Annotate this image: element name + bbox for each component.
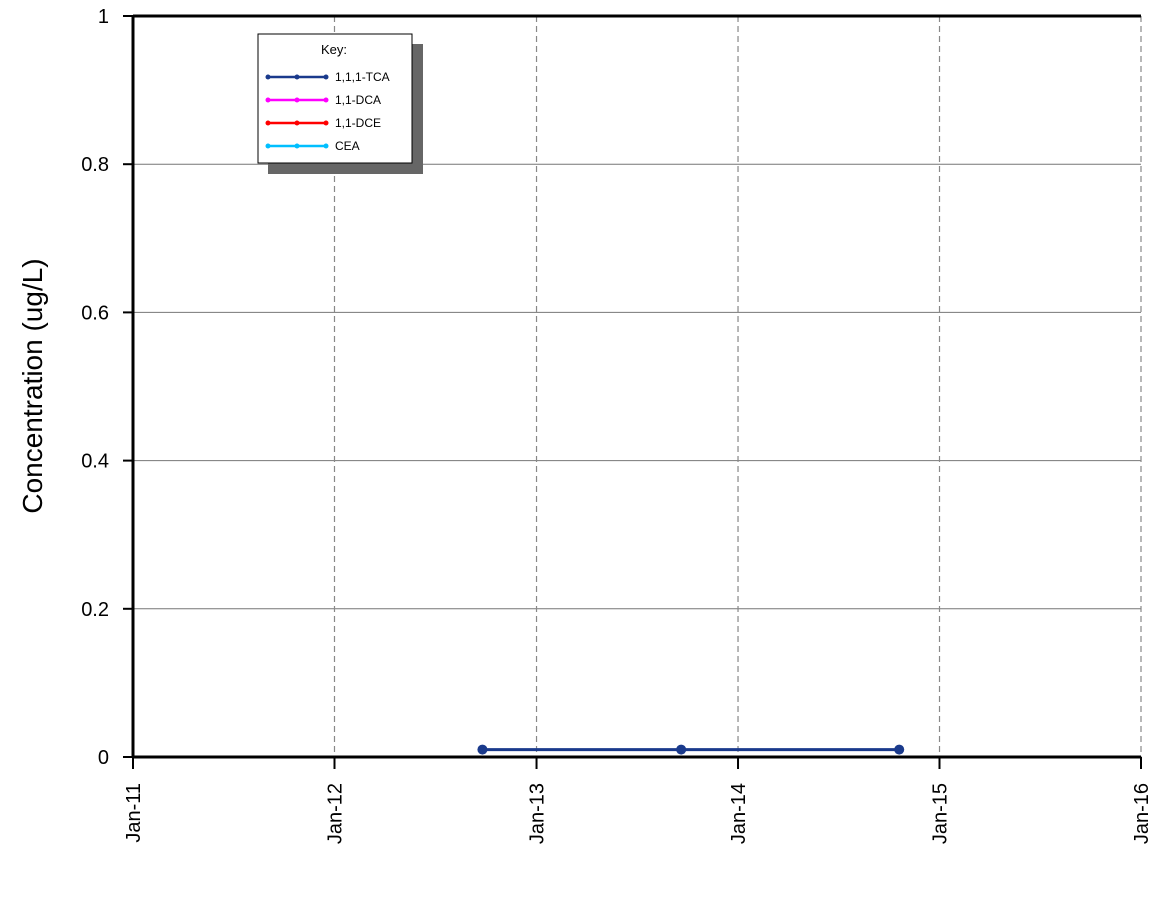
x-tick-label: Jan-11 [123,783,145,843]
legend-box [257,33,413,164]
x-tick-label: Jan-15 [930,783,952,844]
data-point [894,744,905,755]
legend: Key: 1,1,1-TCA 1,1-DCA 1,1-DCE CEA [257,33,423,174]
legend-swatch-marker [294,97,300,103]
y-axis-title: Concentration (ug/L) [17,258,48,513]
y-tick-label: 0.2 [81,599,109,621]
legend-swatch-marker [294,120,300,126]
legend-entry-label: 1,1-DCE [335,116,381,130]
legend-swatch-marker [323,120,329,126]
legend-swatch-marker [323,143,329,149]
legend-title: Key: [321,42,347,57]
x-tick-label: Jan-13 [527,783,549,844]
x-tick-label: Jan-16 [1131,783,1153,844]
legend-swatch-marker [265,74,271,80]
tick-labels: 0 0.2 0.4 0.6 0.8 1 Jan-11 Jan-12 Jan-13 Jan-14 Ja… [81,6,1153,844]
legend-swatch-marker [265,97,271,103]
series-group [477,744,905,755]
y-tick-label: 0.8 [81,154,109,176]
legend-swatch-marker [294,143,300,149]
axes [123,14,1142,769]
legend-entry-label: CEA [335,139,360,153]
legend-entry-label: 1,1-DCA [335,93,381,107]
data-point [477,744,488,755]
legend-swatch-marker [323,74,329,80]
legend-swatch-marker [294,74,300,80]
legend-entry-label: 1,1,1-TCA [335,70,390,84]
legend-swatch-marker [323,97,329,103]
legend-swatch-marker [265,143,271,149]
legend-items: 1,1,1-TCA 1,1-DCA 1,1-DCE CEA [265,70,390,153]
y-tick-label: 1 [98,6,109,28]
y-tick-label: 0.4 [81,451,109,473]
y-tick-label: 0 [98,747,109,769]
x-tick-label: Jan-14 [728,783,750,844]
data-point [676,744,687,755]
legend-swatch-marker [265,120,271,126]
y-tick-label: 0.6 [81,302,109,324]
x-tick-label: Jan-12 [324,783,346,844]
